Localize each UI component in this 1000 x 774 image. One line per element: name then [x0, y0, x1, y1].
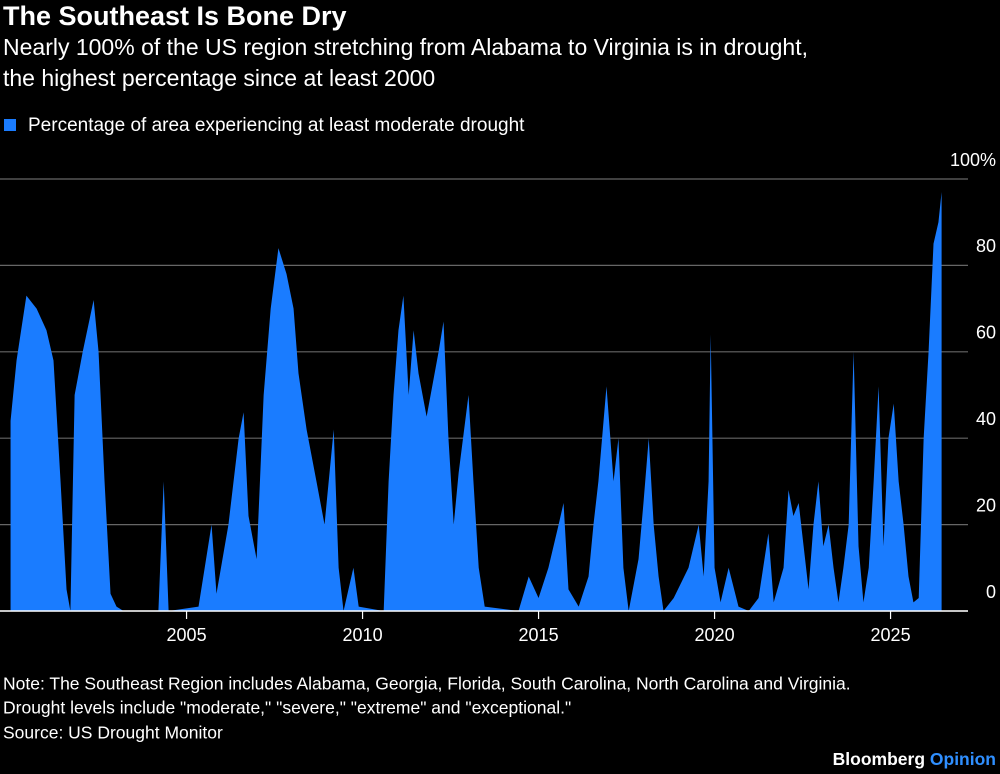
x-tick-label: 2015 — [519, 625, 559, 645]
source: Source: US Drought Monitor — [3, 723, 223, 743]
note: Note: The Southeast Region includes Alab… — [3, 674, 851, 694]
y-tick-label: 80 — [976, 236, 996, 256]
subtitle: the highest percentage since at least 20… — [3, 65, 435, 91]
x-tick-label: 2010 — [343, 625, 383, 645]
x-tick-label: 2020 — [695, 625, 735, 645]
x-tick-label: 2025 — [871, 625, 911, 645]
note: Drought levels include "moderate," "seve… — [3, 698, 571, 718]
y-tick-label: 20 — [976, 495, 996, 515]
brand-sub: Opinion — [930, 749, 996, 769]
y-tick-label: 100% — [950, 150, 996, 170]
subtitle: Nearly 100% of the US region stretching … — [3, 34, 808, 60]
y-tick-label: 60 — [976, 323, 996, 343]
y-tick-label: 40 — [976, 409, 996, 429]
legend-label: Percentage of area experiencing at least… — [28, 115, 525, 136]
x-tick-label: 2005 — [167, 625, 207, 645]
y-tick-label: 0 — [986, 582, 996, 602]
brand-name: Bloomberg — [833, 749, 925, 769]
chart-title: The Southeast Is Bone Dry — [3, 1, 347, 31]
legend-swatch — [4, 119, 16, 131]
area — [10, 191, 942, 611]
brand: Bloomberg Opinion — [833, 749, 996, 769]
